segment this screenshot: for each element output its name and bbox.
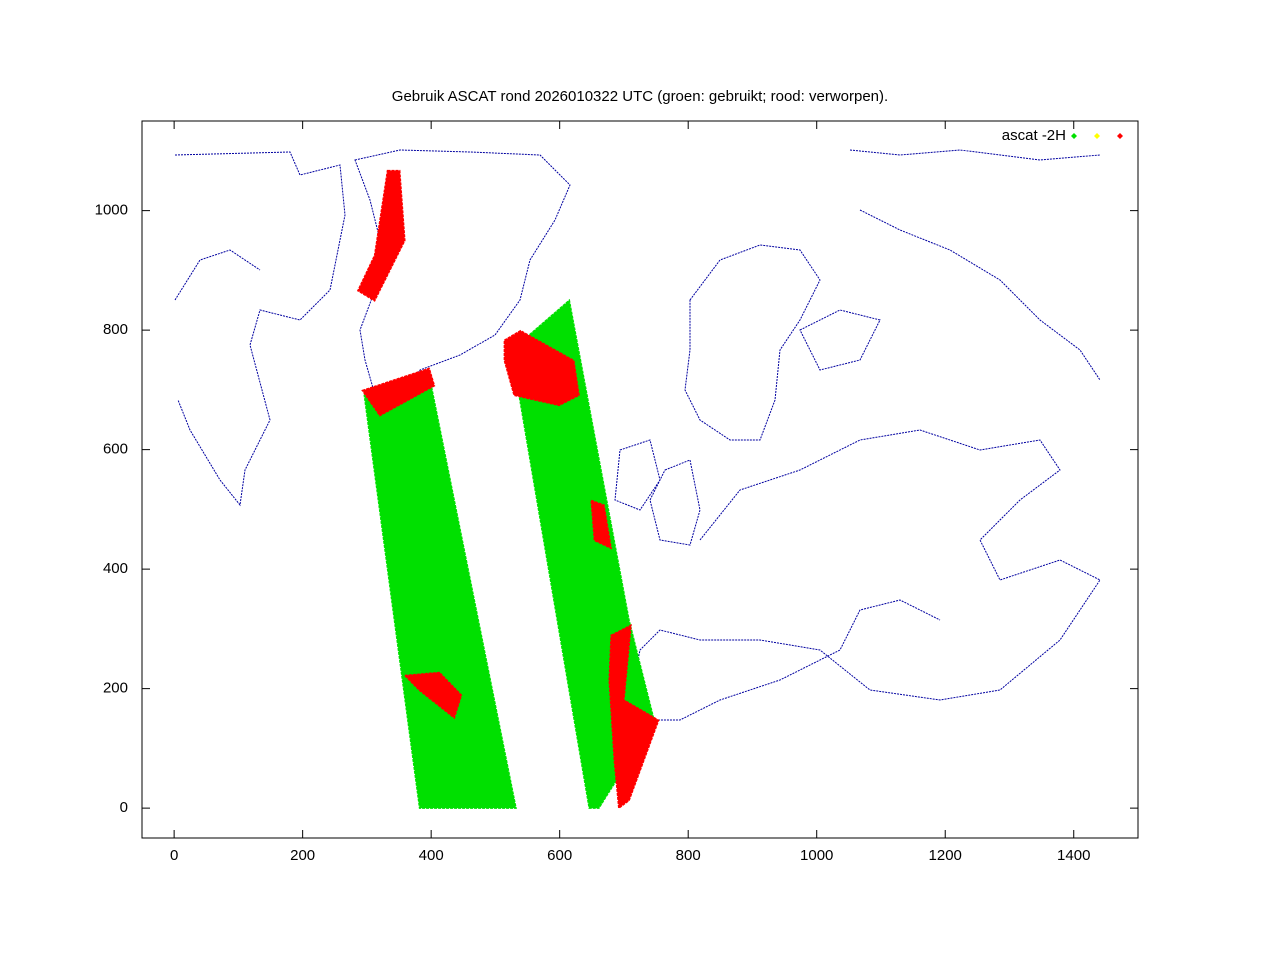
coastline	[799, 149, 1101, 381]
chart-title: Gebruik ASCAT rond 2026010322 UTC (groen…	[392, 88, 888, 105]
y-tick-label: 400	[103, 560, 128, 577]
coastlines	[174, 149, 1101, 721]
legend-marker	[1094, 133, 1100, 139]
x-tick-label: 1200	[929, 847, 962, 864]
x-tick-label: 1400	[1057, 847, 1090, 864]
x-tick-label: 600	[547, 847, 572, 864]
x-tick-label: 200	[290, 847, 315, 864]
x-tick-label: 0	[170, 847, 178, 864]
y-tick-label: 1000	[95, 202, 128, 219]
plot-frame	[141, 120, 1139, 839]
coastline	[174, 151, 346, 507]
coastline	[684, 244, 821, 441]
y-tick-label: 200	[103, 680, 128, 697]
plot-area	[356, 169, 660, 810]
legend-label: ascat -2H	[1002, 127, 1066, 144]
y-tick-label: 600	[103, 441, 128, 458]
data-region	[356, 169, 660, 810]
x-tick-label: 800	[676, 847, 701, 864]
legend-marker	[1117, 133, 1123, 139]
coastline	[614, 439, 701, 546]
y-tick-label: 0	[120, 799, 128, 816]
x-tick-label: 1000	[800, 847, 833, 864]
coastline	[354, 149, 571, 401]
coastline	[629, 429, 1101, 721]
y-tick-label: 800	[103, 321, 128, 338]
legend-marker	[1071, 133, 1077, 139]
x-tick-label: 400	[419, 847, 444, 864]
